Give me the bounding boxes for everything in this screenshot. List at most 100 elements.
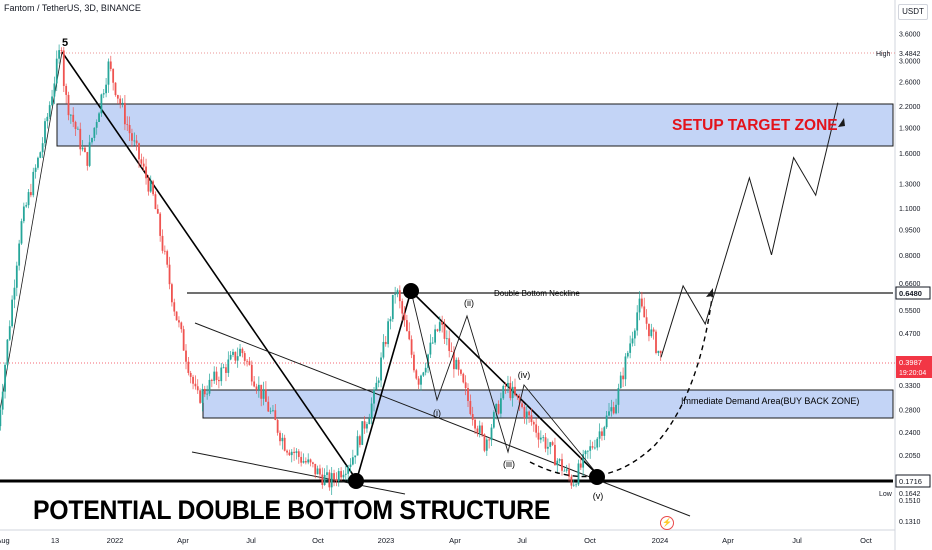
- candle-body: [453, 351, 455, 370]
- candle-body: [53, 83, 56, 97]
- candle-body: [206, 393, 209, 395]
- candle-body: [349, 464, 352, 467]
- candle-body: [488, 439, 491, 441]
- candle-body: [347, 466, 350, 474]
- candle-body: [1, 391, 4, 410]
- candle-body: [549, 442, 552, 447]
- candle-body: [173, 302, 176, 312]
- candle-body: [445, 338, 448, 340]
- candle-body: [300, 456, 303, 463]
- candle-body: [401, 301, 404, 314]
- time-tick-label: Aug: [0, 536, 10, 545]
- candle-body: [356, 436, 359, 456]
- price-tick-label: 1.6000: [899, 151, 921, 158]
- candle-body: [525, 411, 528, 419]
- candle-body: [168, 264, 171, 285]
- candle-body: [478, 425, 481, 433]
- candle-body: [15, 265, 18, 288]
- candle-body: [232, 351, 234, 355]
- candle-body: [20, 221, 23, 244]
- candle-body: [210, 379, 213, 381]
- candle-body: [279, 432, 281, 442]
- candle-body: [431, 342, 434, 344]
- candle-body: [243, 353, 246, 361]
- candle-body: [448, 338, 451, 351]
- candle-body: [626, 352, 629, 357]
- candle-body: [98, 113, 100, 123]
- price-axis: 4.20003.60003.00002.60002.20001.90001.60…: [899, 9, 921, 526]
- candle-body: [8, 326, 11, 340]
- candle-body: [281, 437, 284, 442]
- price-tick-label: 0.5500: [899, 308, 921, 315]
- candle-body: [109, 61, 112, 69]
- candle-body: [272, 410, 274, 412]
- candle-body: [617, 388, 620, 405]
- candle-body: [474, 419, 476, 429]
- price-tick-label: 1.1000: [899, 206, 921, 213]
- sub-wave-path: [410, 290, 599, 476]
- candle-body: [319, 468, 321, 475]
- candle-body: [286, 450, 288, 453]
- candle-body: [133, 140, 136, 142]
- candle-body: [476, 428, 479, 433]
- wave-v-label: (v): [593, 491, 604, 501]
- candle-body: [51, 96, 53, 106]
- candle-body: [239, 348, 241, 357]
- candle-body: [655, 331, 657, 353]
- candle-body: [262, 389, 265, 399]
- candle-body: [180, 322, 183, 330]
- candle-body: [107, 61, 110, 85]
- candle-body: [650, 329, 653, 337]
- candle-body: [27, 192, 30, 206]
- candle-body: [384, 341, 387, 345]
- candle-body: [509, 382, 512, 399]
- candle-body: [462, 373, 465, 383]
- candle-body: [93, 127, 96, 138]
- candle-body: [86, 152, 89, 166]
- support-price-tag: 0.1716: [895, 474, 931, 488]
- candle-body: [140, 159, 143, 164]
- setup-target-zone: [56, 103, 894, 147]
- candle-body: [659, 350, 662, 354]
- candle-body: [316, 468, 319, 475]
- time-tick-label: Jul: [517, 536, 527, 545]
- price-tick-label: 0.6600: [899, 281, 921, 288]
- candle-body: [48, 105, 51, 117]
- candle-body: [297, 451, 300, 457]
- candle-body: [156, 209, 159, 214]
- candle-body: [455, 359, 458, 370]
- price-tick-label: 0.3300: [899, 383, 921, 390]
- lightning-icon[interactable]: ⚡: [660, 516, 674, 530]
- currency-button[interactable]: USDT: [898, 4, 928, 20]
- candle-body: [502, 385, 505, 399]
- candle-body: [342, 474, 345, 478]
- neckline-price-box: [895, 286, 931, 300]
- candle-body: [161, 235, 164, 251]
- price-tick-label: 0.2050: [899, 453, 921, 460]
- candle-body: [163, 250, 166, 252]
- candle-body: [490, 427, 493, 441]
- candle-body: [131, 133, 133, 141]
- low-tag-value: 0.1642: [899, 491, 921, 498]
- candle-body: [471, 414, 474, 420]
- candle-body: [234, 351, 237, 361]
- time-tick-label: 13: [51, 536, 59, 545]
- candle-body: [403, 313, 406, 321]
- candle-body: [436, 329, 439, 331]
- impulse-rise-line: [0, 51, 63, 411]
- candle-body: [30, 192, 32, 196]
- price-tick-label: 0.1310: [899, 519, 921, 526]
- symbol-header: Fantom / TetherUS, 3D, BINANCE: [4, 3, 141, 13]
- candle-body: [44, 121, 46, 144]
- candle-body: [464, 382, 467, 388]
- neckline-peak-marker: [403, 283, 419, 299]
- neckline-price-value: 0.6480: [899, 289, 922, 298]
- candle-body: [112, 68, 115, 83]
- candle-body: [32, 171, 35, 196]
- candle-body: [507, 382, 509, 387]
- candle-body: [203, 388, 206, 395]
- candle-body: [518, 396, 521, 404]
- candle-body: [591, 446, 594, 448]
- candle-body: [215, 371, 218, 381]
